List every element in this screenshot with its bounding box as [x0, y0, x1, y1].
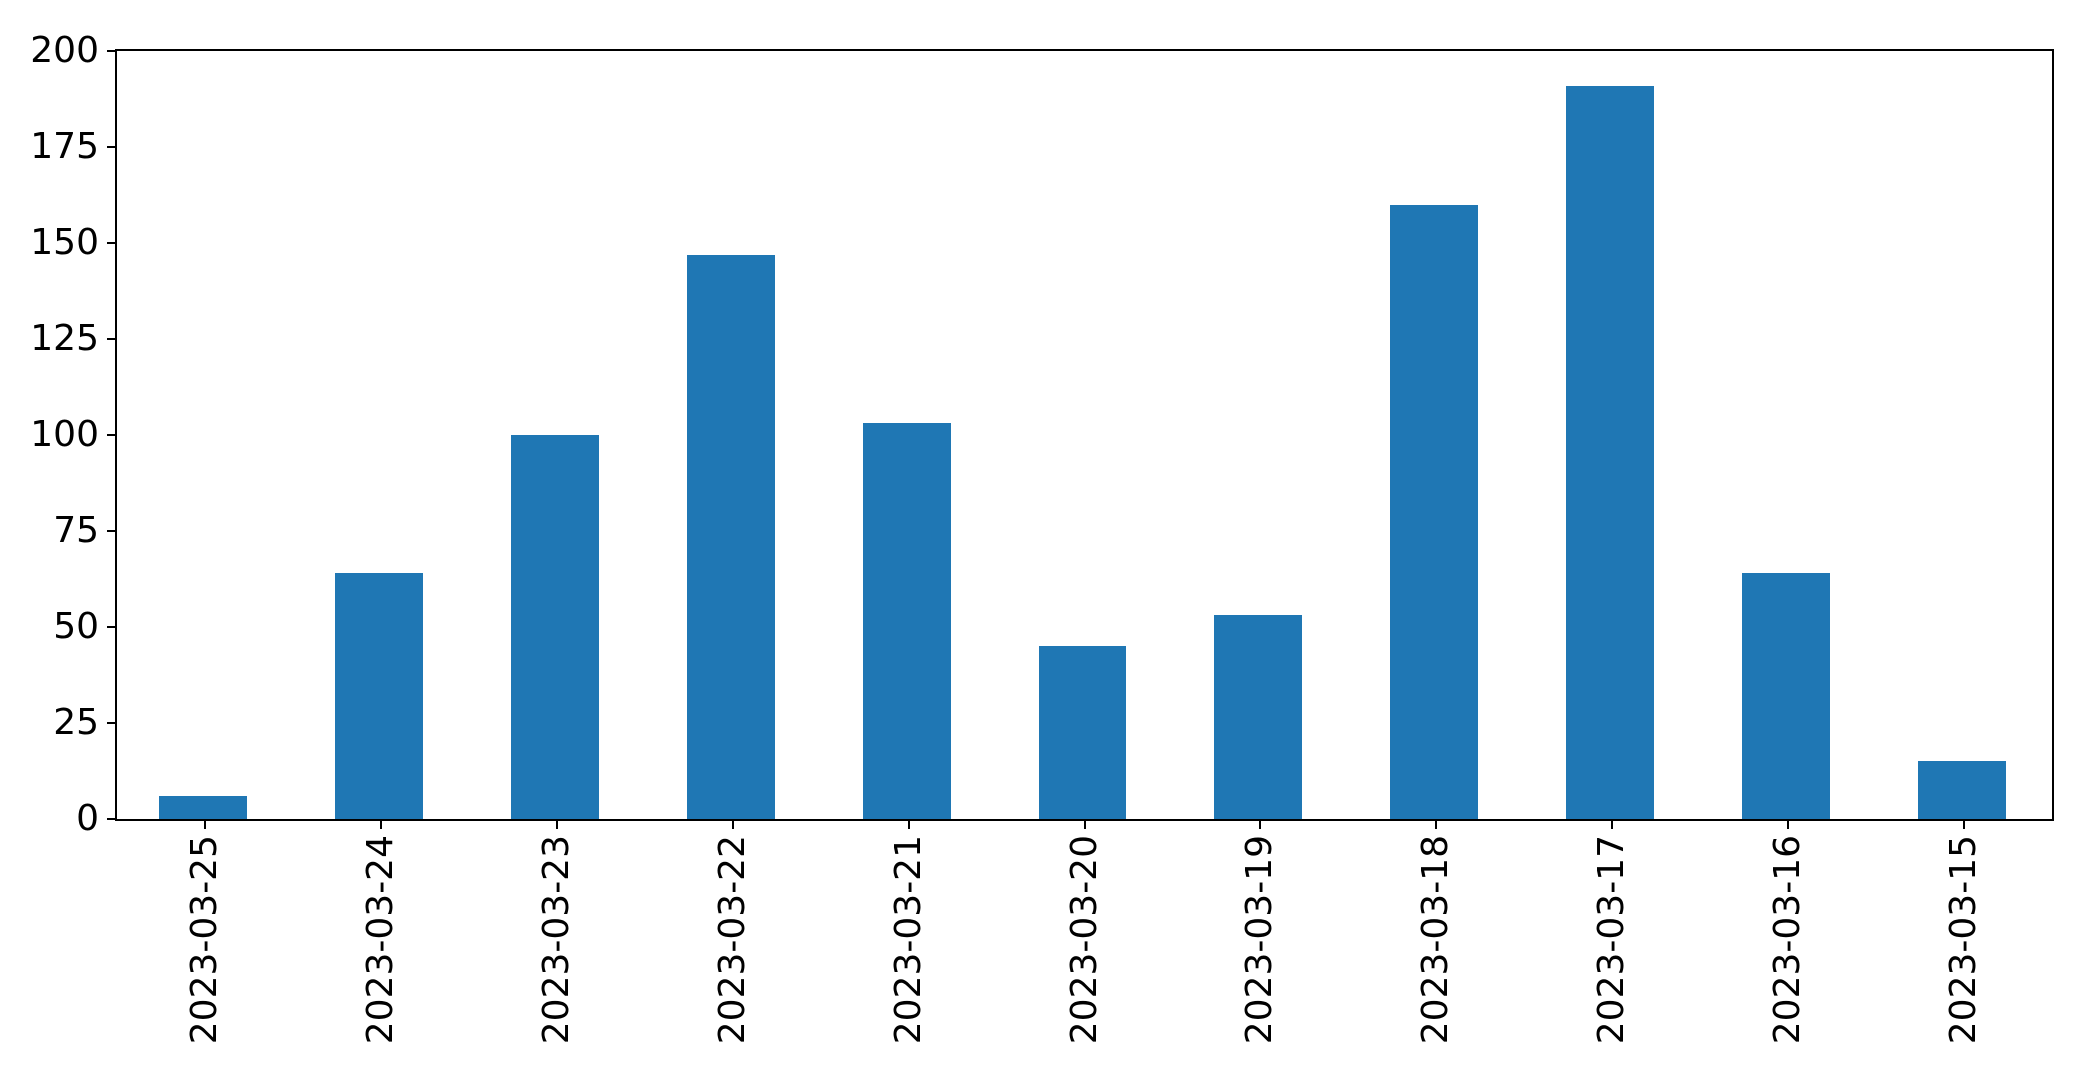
- bar: [158, 795, 247, 819]
- y-tick-label: 0: [76, 798, 99, 839]
- bar: [1390, 204, 1479, 819]
- x-tick-label: 2023-03-23: [535, 835, 577, 1045]
- x-tick-mark: [731, 821, 734, 829]
- x-tick-mark: [1787, 821, 1790, 829]
- x-tick-label: 2023-03-17: [1591, 835, 1633, 1045]
- x-tick-mark: [1259, 821, 1262, 829]
- bar: [686, 254, 775, 819]
- y-tick-label: 175: [30, 126, 99, 167]
- y-tick-mark: [107, 50, 115, 52]
- bar: [1214, 615, 1303, 819]
- y-tick-label: 200: [30, 30, 99, 71]
- y-tick-label: 50: [53, 606, 99, 647]
- y-tick-label: 125: [30, 318, 99, 359]
- bar: [1038, 646, 1127, 819]
- y-tick-label: 75: [53, 510, 99, 551]
- x-tick-label: 2023-03-24: [359, 835, 401, 1045]
- x-tick-mark: [555, 821, 558, 829]
- x-tick-mark: [203, 821, 206, 829]
- y-tick-label: 150: [30, 222, 99, 263]
- x-tick-mark: [1083, 821, 1086, 829]
- x-tick-label: 2023-03-15: [1943, 835, 1985, 1045]
- bar: [510, 435, 599, 819]
- y-tick-mark: [107, 338, 115, 340]
- y-tick-mark: [107, 818, 115, 820]
- bar: [334, 573, 423, 819]
- y-tick-mark: [107, 434, 115, 436]
- bar: [862, 423, 951, 819]
- bar: [1918, 761, 2007, 819]
- y-tick-label: 25: [53, 702, 99, 743]
- y-tick-mark: [107, 146, 115, 148]
- x-tick-label: 2023-03-16: [1767, 835, 1809, 1045]
- x-tick-label: 2023-03-25: [183, 835, 225, 1045]
- x-tick-label: 2023-03-21: [887, 835, 929, 1045]
- x-tick-label: 2023-03-19: [1239, 835, 1281, 1045]
- x-tick-mark: [907, 821, 910, 829]
- y-tick-mark: [107, 530, 115, 532]
- y-tick-label: 100: [30, 414, 99, 455]
- y-tick-mark: [107, 626, 115, 628]
- x-tick-label: 2023-03-18: [1415, 835, 1457, 1045]
- bar: [1566, 85, 1655, 819]
- bar: [1742, 573, 1831, 819]
- x-tick-mark: [379, 821, 382, 829]
- x-tick-mark: [1435, 821, 1438, 829]
- x-tick-mark: [1963, 821, 1966, 829]
- x-tick-label: 2023-03-20: [1063, 835, 1105, 1045]
- plot-area: [115, 49, 2054, 821]
- x-tick-label: 2023-03-22: [711, 835, 753, 1045]
- y-tick-mark: [107, 722, 115, 724]
- x-tick-mark: [1611, 821, 1614, 829]
- y-tick-mark: [107, 242, 115, 244]
